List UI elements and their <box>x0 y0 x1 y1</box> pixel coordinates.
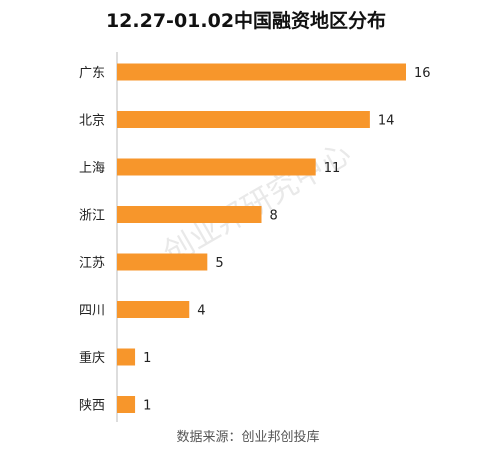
bar <box>117 396 136 413</box>
category-label: 陕西 <box>79 399 105 414</box>
bar <box>117 111 370 128</box>
category-label: 重庆 <box>79 350 105 366</box>
bar <box>117 348 136 366</box>
category-label: 江苏 <box>79 255 105 271</box>
bar <box>117 253 208 271</box>
bar <box>117 206 262 223</box>
value-label: 11 <box>324 161 341 176</box>
category-label: 四川 <box>79 304 105 319</box>
value-label: 14 <box>378 114 395 129</box>
bars-group: 广东 16 北京 14 上海 11 浙江 8 江苏 5 四川 4 重庆 1 陕西 1 <box>79 63 431 414</box>
value-label: 1 <box>143 399 151 414</box>
value-label: 1 <box>143 351 151 366</box>
category-label: 上海 <box>79 161 105 176</box>
value-label: 5 <box>215 256 223 271</box>
bar <box>117 63 406 81</box>
bar <box>117 158 316 176</box>
value-label: 16 <box>414 66 431 81</box>
category-label: 广东 <box>79 66 105 81</box>
chart-title: 12.27-01.02中国融资地区分布 <box>106 9 386 32</box>
category-label: 浙江 <box>79 209 105 224</box>
source-note: 数据来源：创业邦创投库 <box>176 429 319 445</box>
watermark-text: 创业邦研究中心 <box>158 136 357 271</box>
value-label: 8 <box>270 209 278 224</box>
value-label: 4 <box>197 304 205 319</box>
category-label: 北京 <box>79 114 105 129</box>
bar <box>117 301 190 318</box>
